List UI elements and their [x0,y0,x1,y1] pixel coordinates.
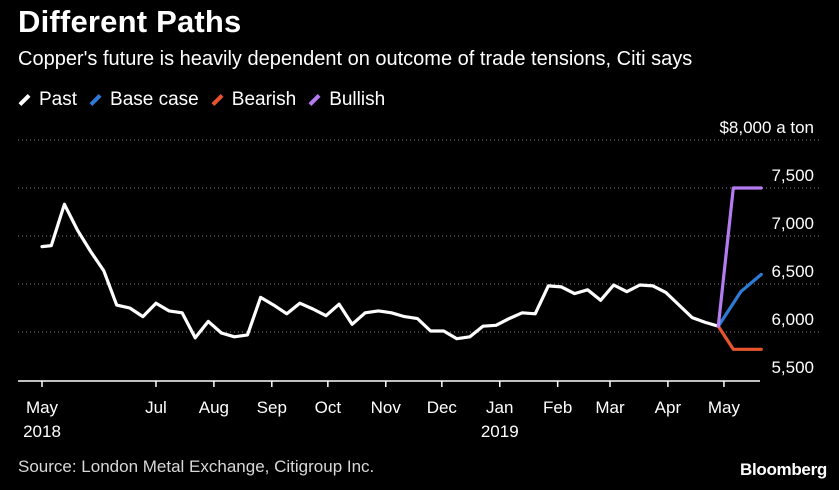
x-tick-label: Nov [371,398,402,417]
chart-title: Different Paths [18,4,242,39]
x-tick-label: May [708,398,741,417]
x-tick-label: Jul [145,398,167,417]
legend-item-past: Past [18,89,77,111]
x-tick-label: Dec [427,398,458,417]
series-line-base-case [716,272,763,328]
legend-label-bearish: Bearish [231,89,297,110]
y-tick-label: 6,000 [771,310,814,329]
x-tick-label: May [26,398,59,417]
x-tick-label: Apr [655,398,682,417]
x-tick-label: Mar [595,398,625,417]
y-tick-label: 7,000 [771,214,814,233]
x-tick-label: Feb [543,398,572,417]
legend: Past Base case Bearish Bullish [18,89,397,111]
axes: 5,500 6,000 6,500 7,000 7,500 $8,000 a ton May… [18,118,814,441]
series-line-past [40,202,720,341]
series-lines [40,186,763,351]
legend-label-past: Past [39,89,78,110]
legend-item-bearish: Bearish [211,89,296,111]
y-tick-label: 6,500 [771,262,814,281]
gridlines [18,139,820,333]
y-tick-label: 5,500 [771,358,814,377]
legend-label-bullish: Bullish [329,89,386,110]
legend-item-base-case: Base case [89,89,199,111]
x-tick-year-label: 2018 [23,422,61,441]
x-tick-label: Jan [486,398,513,417]
y-tick-label: $8,000 a ton [719,118,814,137]
x-tick-label: Aug [199,398,229,417]
x-tick-year-label: 2019 [481,422,519,441]
series-line-bearish [716,324,763,351]
chart-subtitle: Copper's future is heavily dependent on … [18,48,693,70]
y-tick-label: 7,500 [771,166,814,185]
series-line-bullish [716,186,763,328]
source-note: Source: London Metal Exchange, Citigroup… [18,457,375,476]
x-tick-label: Oct [315,398,342,417]
bloomberg-logo: Bloomberg [739,460,827,479]
legend-label-base-case: Base case [110,89,199,110]
legend-item-bullish: Bullish [308,89,385,111]
x-tick-label: Sep [257,398,287,417]
